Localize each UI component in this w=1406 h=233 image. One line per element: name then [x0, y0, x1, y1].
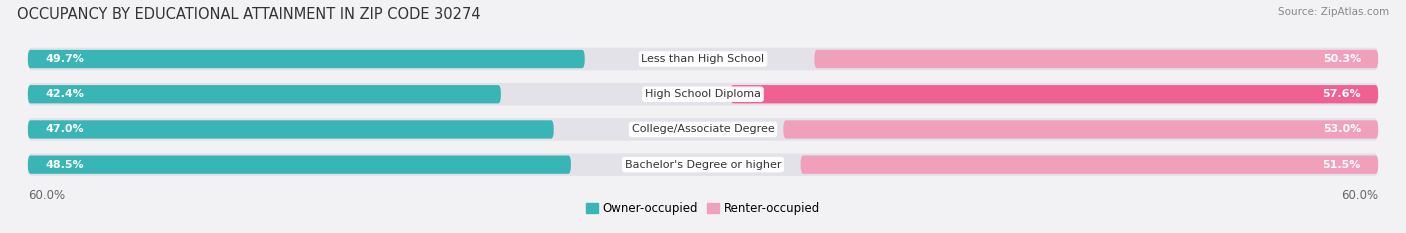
Text: 48.5%: 48.5% [45, 160, 84, 170]
FancyBboxPatch shape [28, 48, 1378, 70]
Text: 49.7%: 49.7% [45, 54, 84, 64]
FancyBboxPatch shape [28, 85, 501, 103]
Text: 53.0%: 53.0% [1323, 124, 1361, 134]
FancyBboxPatch shape [814, 50, 1378, 68]
FancyBboxPatch shape [731, 85, 1378, 103]
Text: 50.3%: 50.3% [1323, 54, 1361, 64]
Legend: Owner-occupied, Renter-occupied: Owner-occupied, Renter-occupied [581, 198, 825, 220]
FancyBboxPatch shape [28, 153, 1378, 176]
FancyBboxPatch shape [28, 118, 1378, 141]
Text: 60.0%: 60.0% [28, 188, 65, 202]
Text: Less than High School: Less than High School [641, 54, 765, 64]
FancyBboxPatch shape [28, 120, 554, 139]
Text: 47.0%: 47.0% [45, 124, 84, 134]
Text: 60.0%: 60.0% [1341, 188, 1378, 202]
Text: High School Diploma: High School Diploma [645, 89, 761, 99]
Text: 42.4%: 42.4% [45, 89, 84, 99]
Text: College/Associate Degree: College/Associate Degree [631, 124, 775, 134]
FancyBboxPatch shape [28, 155, 571, 174]
Text: 57.6%: 57.6% [1322, 89, 1361, 99]
FancyBboxPatch shape [28, 50, 585, 68]
Text: Bachelor's Degree or higher: Bachelor's Degree or higher [624, 160, 782, 170]
Text: OCCUPANCY BY EDUCATIONAL ATTAINMENT IN ZIP CODE 30274: OCCUPANCY BY EDUCATIONAL ATTAINMENT IN Z… [17, 7, 481, 22]
FancyBboxPatch shape [783, 120, 1378, 139]
FancyBboxPatch shape [800, 155, 1378, 174]
Text: Source: ZipAtlas.com: Source: ZipAtlas.com [1278, 7, 1389, 17]
Text: 51.5%: 51.5% [1323, 160, 1361, 170]
FancyBboxPatch shape [28, 83, 1378, 106]
